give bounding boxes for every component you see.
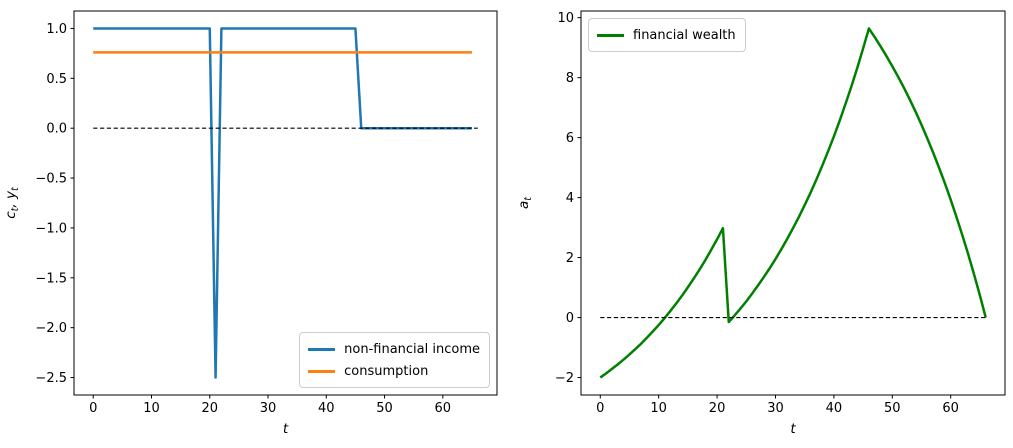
legend-label: financial wealth (633, 27, 736, 43)
legend: financial wealth (588, 18, 746, 52)
x-tick-label: 30 (260, 401, 277, 416)
y-tick-label: 0.0 (46, 122, 67, 137)
y-axis-label: ct, yt (3, 186, 21, 219)
legend-entry-non-financial-income: non-financial income (308, 338, 480, 360)
x-tick-label: 10 (143, 401, 160, 416)
plot-area (581, 11, 1005, 395)
y-tick-label: −2.0 (35, 321, 67, 336)
y-tick-label: −1.0 (35, 221, 67, 236)
y-tick-label: 4 (566, 191, 574, 206)
legend-entry-financial-wealth: financial wealth (597, 24, 736, 46)
y-tick-label: −2 (555, 371, 574, 386)
series-line-financial-wealth (599, 27, 987, 379)
axes-frame (73, 10, 498, 396)
x-tick-label: 50 (884, 401, 901, 416)
x-tick-label: 0 (596, 401, 604, 416)
x-axis-label: t (790, 421, 796, 437)
legend-line-swatch (308, 347, 336, 351)
x-tick-label: 10 (650, 401, 667, 416)
plot-area (74, 11, 497, 395)
y-tick-label: −0.5 (35, 172, 67, 187)
legend-line-swatch (308, 369, 336, 373)
x-axis-label: t (283, 421, 289, 437)
y-tick-label: 0.5 (46, 72, 67, 87)
y-axis-label: at (516, 196, 534, 209)
chart-canvas-0: 0 10 20 30 40 50 60 1.0 0.5 0.0 −0.5 −1.0 −1.5 −2.0 −2… (3, 10, 498, 437)
legend: non-financial income consumption (299, 332, 490, 388)
y-tick-label: −2.5 (35, 371, 67, 386)
axes-frame (580, 10, 1006, 396)
x-tick-label: 50 (376, 401, 393, 416)
y-tick-label: 0 (566, 311, 574, 326)
y-tick-label: 10 (557, 11, 574, 26)
legend-label: non-financial income (344, 341, 480, 357)
legend-label: consumption (344, 363, 429, 379)
x-tick-label: 40 (318, 401, 335, 416)
x-tick-label: 20 (201, 401, 218, 416)
y-tick-label: 6 (566, 131, 574, 146)
x-tick-label: 60 (435, 401, 452, 416)
y-tick-label: −1.5 (35, 271, 67, 286)
x-tick-label: 60 (942, 401, 959, 416)
x-tick-label: 40 (826, 401, 843, 416)
x-tick-label: 30 (767, 401, 784, 416)
legend-line-swatch (597, 33, 624, 37)
subplot-financial-wealth: 0 10 20 30 40 50 60 10 8 6 4 2 0 −2 t at financial wealt… (507, 0, 1013, 448)
y-tick-label: 8 (566, 71, 574, 86)
y-tick-label: 1.0 (46, 22, 67, 37)
legend-entry-consumption: consumption (308, 360, 480, 382)
subplot-income-consumption: 0 10 20 30 40 50 60 1.0 0.5 0.0 −0.5 −1.0 −1.5 −2.0 −2… (3, 10, 498, 437)
x-tick-label: 0 (89, 401, 97, 416)
y-tick-label: 2 (566, 251, 574, 266)
x-tick-label: 20 (709, 401, 726, 416)
